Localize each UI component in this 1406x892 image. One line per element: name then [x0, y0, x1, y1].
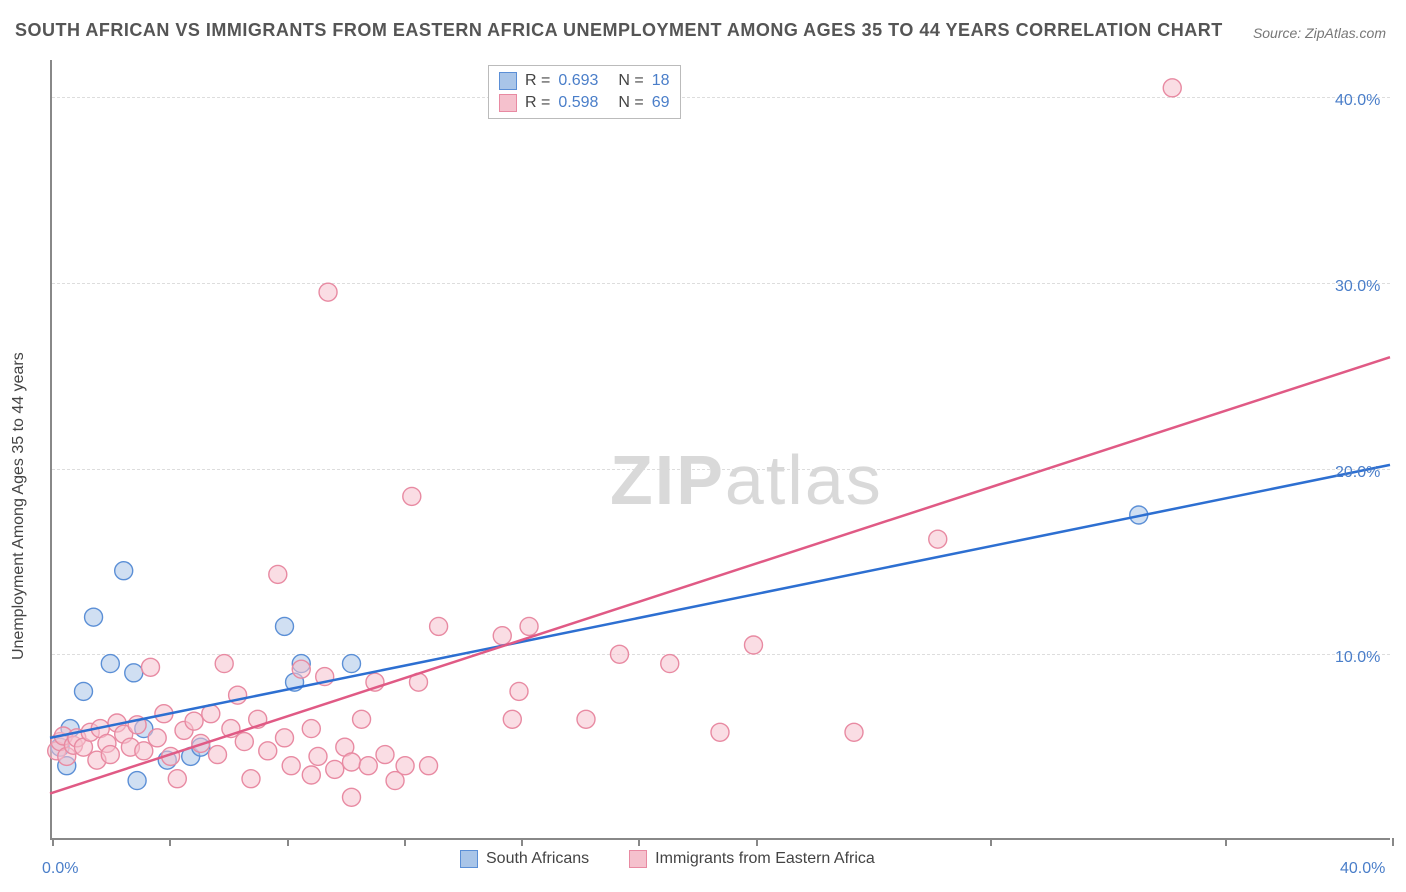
data-point — [115, 562, 133, 580]
trend-line — [50, 465, 1390, 738]
bottom-legend: South Africans Immigrants from Eastern Af… — [460, 850, 875, 868]
y-axis-label: Unemployment Among Ages 35 to 44 years — [10, 352, 28, 660]
data-point — [135, 742, 153, 760]
series-swatch — [499, 94, 517, 112]
data-point — [75, 682, 93, 700]
data-point — [376, 746, 394, 764]
data-point — [242, 770, 260, 788]
data-point — [101, 655, 119, 673]
r-label: R = — [525, 72, 550, 90]
data-point — [1163, 79, 1181, 97]
data-point — [282, 757, 300, 775]
data-point — [85, 608, 103, 626]
data-point — [292, 660, 310, 678]
data-point — [745, 636, 763, 654]
data-point — [420, 757, 438, 775]
data-point — [493, 627, 511, 645]
legend-label: South Africans — [486, 850, 589, 868]
legend-item: South Africans — [460, 850, 589, 868]
legend-swatch — [460, 850, 478, 868]
data-point — [510, 682, 528, 700]
r-value: 0.693 — [558, 72, 598, 90]
data-point — [276, 729, 294, 747]
scatter-svg — [50, 60, 1390, 840]
data-point — [302, 766, 320, 784]
data-point — [101, 746, 119, 764]
data-point — [711, 723, 729, 741]
x-min-label: 0.0% — [42, 860, 78, 878]
data-point — [276, 617, 294, 635]
y-tick-label: 20.0% — [1335, 464, 1380, 482]
r-label: R = — [525, 94, 550, 112]
chart-area: ZIPatlas R =0.693N =18R =0.598N =69 — [50, 60, 1390, 840]
data-point — [343, 655, 361, 673]
data-point — [520, 617, 538, 635]
data-point — [302, 720, 320, 738]
data-point — [125, 664, 143, 682]
n-value: 69 — [652, 94, 670, 112]
data-point — [845, 723, 863, 741]
data-point — [148, 729, 166, 747]
data-point — [259, 742, 277, 760]
data-point — [326, 760, 344, 778]
data-point — [343, 788, 361, 806]
n-label: N = — [618, 72, 643, 90]
data-point — [611, 645, 629, 663]
data-point — [353, 710, 371, 728]
data-point — [403, 487, 421, 505]
data-point — [319, 283, 337, 301]
data-point — [128, 772, 146, 790]
data-point — [168, 770, 186, 788]
data-point — [929, 530, 947, 548]
series-swatch — [499, 72, 517, 90]
stats-row: R = 0.598 N = 69 — [499, 92, 670, 114]
n-label: N = — [618, 94, 643, 112]
data-point — [185, 712, 203, 730]
data-point — [396, 757, 414, 775]
data-point — [343, 753, 361, 771]
data-point — [269, 565, 287, 583]
stats-row: R = 0.693 N = 18 — [499, 70, 670, 92]
data-point — [503, 710, 521, 728]
y-tick-label: 30.0% — [1335, 278, 1380, 296]
data-point — [215, 655, 233, 673]
data-point — [359, 757, 377, 775]
x-max-label: 40.0% — [1340, 860, 1385, 878]
data-point — [235, 733, 253, 751]
legend-label: Immigrants from Eastern Africa — [655, 850, 875, 868]
legend-swatch — [629, 850, 647, 868]
stats-legend-box: R = 0.693 N = 18 R = 0.598 N = 69 — [488, 65, 681, 119]
data-point — [209, 746, 227, 764]
y-tick-label: 10.0% — [1335, 649, 1380, 667]
data-point — [577, 710, 595, 728]
data-point — [430, 617, 448, 635]
data-point — [142, 658, 160, 676]
n-value: 18 — [652, 72, 670, 90]
chart-title: SOUTH AFRICAN VS IMMIGRANTS FROM EASTERN… — [15, 20, 1223, 41]
legend-item: Immigrants from Eastern Africa — [629, 850, 875, 868]
data-point — [309, 747, 327, 765]
data-point — [661, 655, 679, 673]
r-value: 0.598 — [558, 94, 598, 112]
y-tick-label: 40.0% — [1335, 92, 1380, 110]
x-tick — [1392, 838, 1394, 846]
source-label: Source: ZipAtlas.com — [1253, 25, 1386, 41]
